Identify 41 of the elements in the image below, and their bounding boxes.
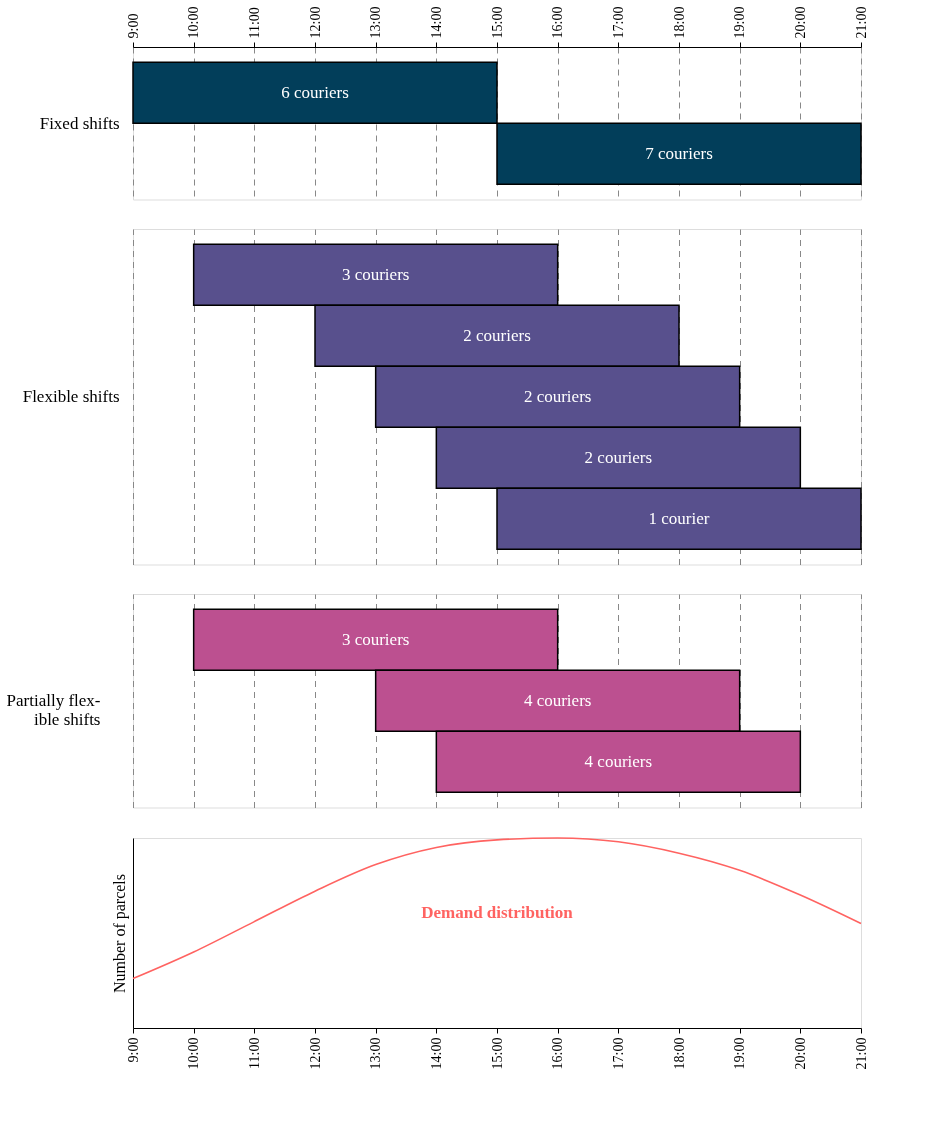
x-tick-label: 14:00 <box>428 1037 444 1070</box>
x-tick-label: 17:00 <box>610 1037 626 1070</box>
annotation: 4 couriers <box>584 751 653 771</box>
x-tick-label: 21:00 <box>853 1037 869 1070</box>
annotation: 4 couriers <box>523 690 592 710</box>
y-axis-title: Fixed shifts <box>39 113 120 133</box>
x-tick-label: 9:00 <box>125 13 141 39</box>
x-tick-label: 12:00 <box>307 6 323 39</box>
x-tick-label: 15:00 <box>489 6 505 39</box>
x-tick-label: 13:00 <box>368 1037 384 1070</box>
annotation: 2 couriers <box>523 386 592 406</box>
y-axis-title: Number of parcels <box>110 873 129 994</box>
annotation: 2 couriers <box>584 447 653 467</box>
x-tick-label: 15:00 <box>489 1037 505 1070</box>
x-tick-label: 17:00 <box>610 6 626 39</box>
x-tick-label: 19:00 <box>732 1037 748 1070</box>
x-tick-label: 9:00 <box>125 1037 141 1063</box>
y-axis-title: Partially flex- ible shifts <box>6 691 101 730</box>
annotation: 2 couriers <box>463 325 531 345</box>
annotation: Demand distribution <box>421 903 574 922</box>
annotation: 3 couriers <box>341 629 410 649</box>
x-tick-label: 13:00 <box>368 6 384 39</box>
x-tick-label: 16:00 <box>550 1037 566 1070</box>
x-tick-label: 10:00 <box>186 6 202 39</box>
x-tick-label: 11:00 <box>246 7 262 39</box>
x-tick-label: 20:00 <box>792 1037 808 1070</box>
x-tick-label: 10:00 <box>186 1037 202 1070</box>
x-tick-label: 14:00 <box>428 6 444 39</box>
x-tick-label: 16:00 <box>550 6 566 39</box>
annotation: 6 couriers <box>281 82 349 102</box>
x-tick-label: 19:00 <box>732 6 748 39</box>
x-tick-label: 20:00 <box>792 6 808 39</box>
x-tick-label: 21:00 <box>853 6 869 39</box>
annotation: 1 courier <box>648 508 710 528</box>
x-tick-label: 18:00 <box>671 6 687 39</box>
x-tick-label: 18:00 <box>671 1037 687 1070</box>
annotation: 7 couriers <box>645 143 713 163</box>
annotation: 3 couriers <box>341 264 410 284</box>
x-tick-label: 12:00 <box>307 1037 323 1070</box>
y-axis-title: Flexible shifts <box>22 387 120 407</box>
x-tick-label: 11:00 <box>246 1037 262 1069</box>
